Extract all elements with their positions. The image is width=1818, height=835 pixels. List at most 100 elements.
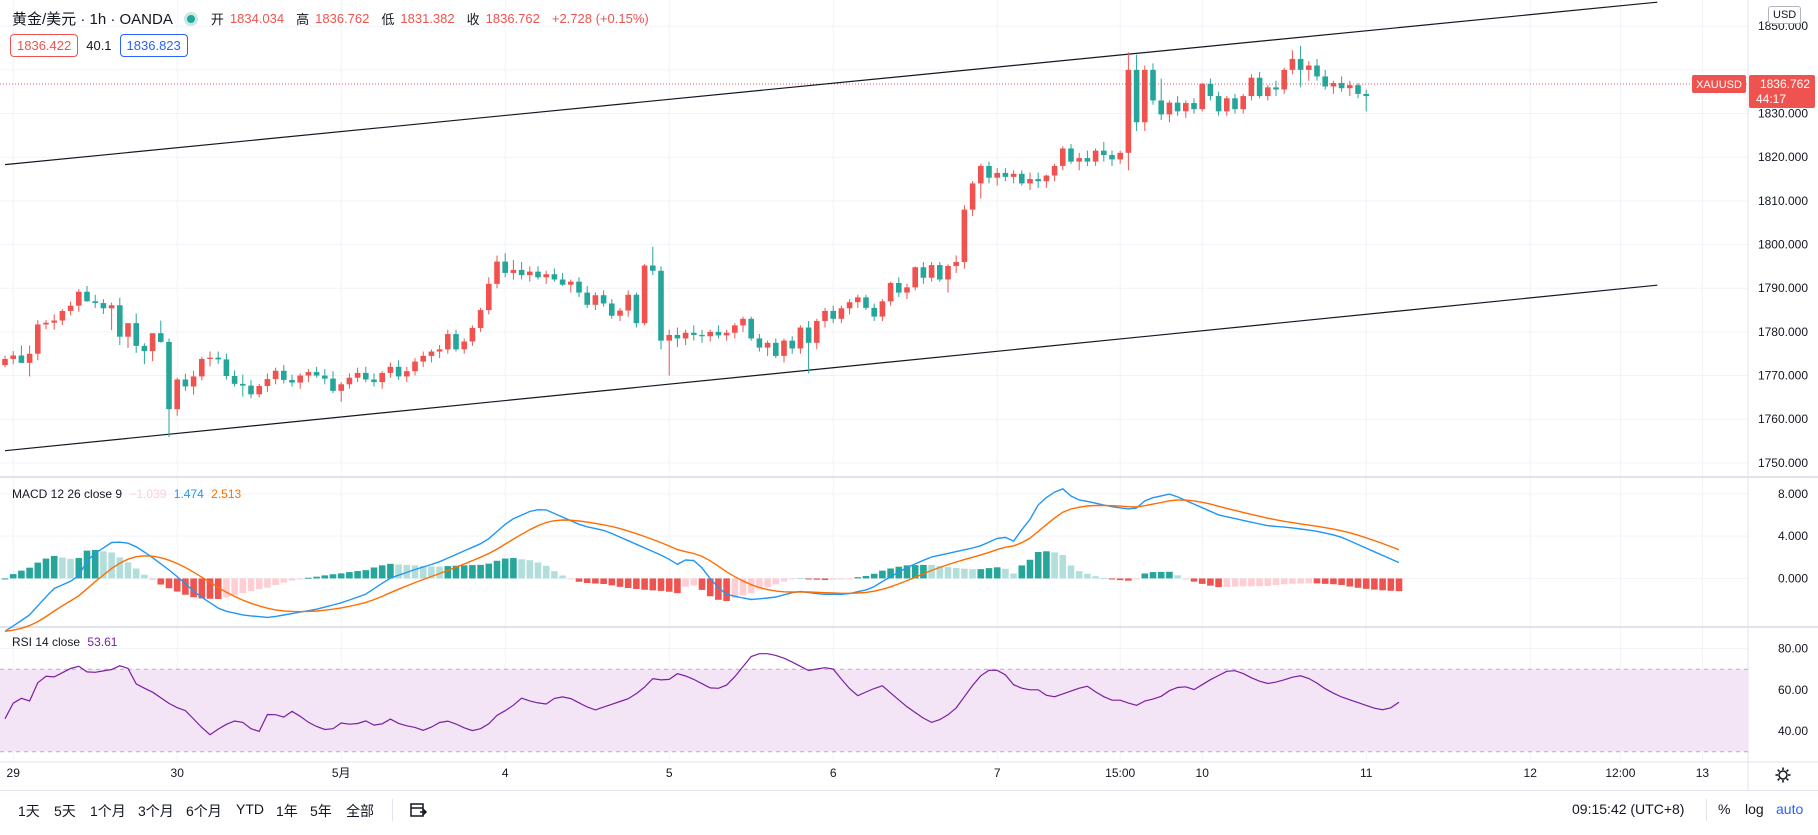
log-toggle[interactable]: log bbox=[1745, 801, 1764, 817]
macd-histogram-bar bbox=[214, 578, 222, 600]
candle-body bbox=[773, 342, 779, 356]
macd-histogram-bar bbox=[26, 567, 33, 579]
macd-histogram-bar bbox=[1371, 578, 1378, 590]
range-5d-button[interactable]: 5天 bbox=[54, 803, 76, 819]
macd-histogram-bar bbox=[821, 578, 829, 581]
macd-histogram-bar bbox=[1018, 565, 1026, 579]
candle-body bbox=[543, 274, 549, 278]
macd-histogram-bar bbox=[182, 578, 189, 595]
candle-body bbox=[322, 375, 328, 379]
settings-icon[interactable] bbox=[1775, 767, 1791, 783]
macd-histogram-bar bbox=[321, 575, 329, 579]
macd-histogram-bar bbox=[1330, 578, 1337, 585]
candle-body bbox=[535, 271, 541, 278]
auto-toggle[interactable]: auto bbox=[1776, 801, 1804, 817]
candle-body bbox=[281, 370, 287, 380]
macd-histogram-bar bbox=[34, 562, 42, 579]
macd-histogram-bar bbox=[518, 559, 525, 579]
candle-body bbox=[133, 323, 139, 346]
candle-body bbox=[1256, 77, 1263, 97]
currency-badge[interactable]: USD bbox=[1768, 6, 1802, 24]
macd-title[interactable]: MACD 12 26 close 9 bbox=[12, 487, 123, 501]
candle-body bbox=[1010, 173, 1017, 177]
macd-histogram-bar bbox=[674, 578, 681, 594]
candle-body bbox=[658, 270, 664, 341]
candle-body bbox=[420, 355, 426, 362]
macd-histogram-bar bbox=[788, 578, 796, 580]
candle-body bbox=[978, 165, 984, 184]
candle-body bbox=[1199, 83, 1205, 110]
candle-body bbox=[215, 357, 221, 360]
range-all-button[interactable]: 全部 bbox=[346, 803, 374, 819]
time-tick-label: 12 bbox=[1524, 766, 1538, 780]
macd-histogram-bar bbox=[255, 578, 263, 590]
macd-histogram-bar bbox=[1116, 578, 1124, 581]
macd-histogram-bar bbox=[1133, 578, 1140, 580]
buy-button[interactable]: 1836.823 bbox=[119, 34, 188, 57]
macd-histogram-bar bbox=[124, 562, 132, 579]
macd-histogram-bar bbox=[1272, 578, 1280, 586]
range-ytd-button[interactable]: YTD bbox=[236, 801, 264, 817]
macd-histogram-bar bbox=[1256, 578, 1263, 587]
candle-body bbox=[363, 372, 369, 380]
macd-histogram-bar bbox=[1157, 571, 1165, 579]
candle-body bbox=[1347, 85, 1353, 89]
macd-histogram-bar bbox=[559, 575, 566, 579]
candle-body bbox=[199, 358, 205, 377]
candle-body bbox=[682, 332, 689, 339]
candle-body bbox=[732, 325, 738, 333]
macd-histogram-bar bbox=[190, 578, 197, 598]
candle-body bbox=[149, 333, 156, 352]
macd-tick-label: 4.000 bbox=[1778, 529, 1808, 543]
macd-histogram-bar bbox=[657, 578, 665, 591]
candle-body bbox=[59, 310, 66, 321]
candle-body bbox=[256, 386, 262, 395]
settings-icon-tooth bbox=[1777, 777, 1781, 781]
symbol-title[interactable]: 黄金/美元 · 1h · OANDA bbox=[12, 11, 173, 28]
price-tick-label: 1790.000 bbox=[1758, 281, 1808, 295]
candle-body bbox=[715, 331, 722, 336]
percent-toggle[interactable]: % bbox=[1718, 801, 1731, 817]
macd-histogram-bar bbox=[870, 573, 878, 579]
macd-histogram-bar bbox=[838, 578, 845, 580]
candle-body bbox=[912, 267, 918, 288]
candle-body bbox=[166, 341, 172, 410]
range-5y-button[interactable]: 5年 bbox=[310, 803, 332, 819]
price-tick-label: 1780.000 bbox=[1758, 325, 1808, 339]
price-tick-label: 1770.000 bbox=[1758, 369, 1808, 383]
time-tick-label: 11 bbox=[1360, 766, 1373, 780]
candle-body bbox=[1232, 98, 1238, 110]
candle-body bbox=[502, 261, 508, 273]
macd-line bbox=[4, 487, 1400, 632]
candle-body bbox=[1109, 155, 1115, 160]
macd-histogram-bar bbox=[460, 565, 468, 579]
macd-histogram-bar bbox=[723, 578, 730, 602]
macd-histogram-bar bbox=[444, 566, 452, 579]
macd-histogram-bar bbox=[132, 568, 140, 579]
sell-button[interactable]: 1836.422 bbox=[10, 34, 79, 57]
candle-body bbox=[723, 332, 730, 336]
candle-body bbox=[748, 318, 754, 339]
rsi-title[interactable]: RSI 14 close bbox=[12, 635, 81, 649]
range-1d-button[interactable]: 1天 bbox=[18, 803, 40, 819]
time-tick-label: 5 bbox=[666, 766, 673, 780]
candle-body bbox=[863, 297, 869, 308]
macd-histogram-bar bbox=[436, 566, 443, 579]
range-3m-button[interactable]: 3个月 bbox=[138, 803, 174, 819]
macd-histogram-bar bbox=[690, 578, 698, 586]
macd-histogram-bar bbox=[83, 550, 91, 579]
candle-body bbox=[781, 340, 787, 356]
macd-histogram-bar bbox=[428, 566, 435, 579]
candle-body bbox=[822, 310, 828, 321]
clock-display[interactable]: 09:15:42 (UTC+8) bbox=[1572, 801, 1685, 817]
range-1m-button[interactable]: 1个月 bbox=[90, 803, 126, 819]
macd-histogram-bar bbox=[313, 576, 320, 579]
range-6m-button[interactable]: 6个月 bbox=[186, 803, 222, 819]
range-1y-button[interactable]: 1年 bbox=[276, 803, 298, 819]
bottom-toolbar: 1天 5天 1个月 3个月 6个月 YTD 1年 5年 全部 09:15:42 … bbox=[0, 790, 1818, 831]
macd-histogram-bar bbox=[1346, 578, 1354, 587]
goto-date-icon[interactable] bbox=[408, 800, 428, 820]
time-tick-label: 30 bbox=[171, 766, 185, 780]
